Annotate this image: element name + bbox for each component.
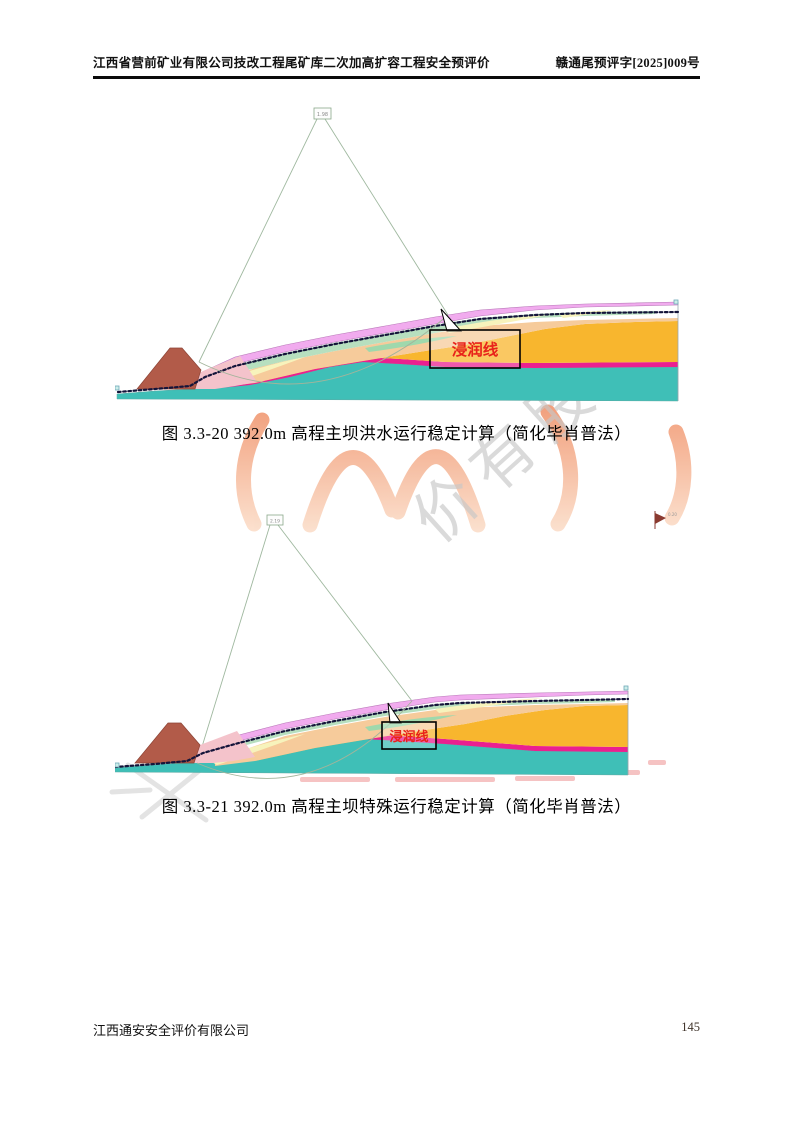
figure-caption-3-3-21: 图 3.3-21 392.0m 高程主坝特殊运行稳定计算（简化毕肖普法） (161, 797, 632, 816)
dam-cross-section-flood: 1.98 (115, 107, 680, 402)
right-edge-marker (623, 685, 629, 691)
peach-band (215, 703, 628, 766)
green-lens (365, 336, 457, 352)
safety-factor-value: 2.19 (270, 519, 280, 525)
figure-3-3-21: 2.19 0.20 (115, 505, 690, 805)
safety-factor-box (313, 107, 332, 120)
pale-yellow-lens-2 (445, 314, 553, 333)
slip-circle-arc (198, 314, 449, 385)
phreatic-label: 浸润线 (389, 729, 428, 744)
right-edge-marker (673, 299, 679, 305)
orange-tailings-body (255, 321, 678, 383)
peach-band (215, 318, 678, 388)
callout-arrow (440, 308, 463, 332)
header-doc-number: 赣通尾预评字[2025]009号 (555, 56, 700, 70)
brown-starter-dam (134, 722, 201, 764)
slip-radius-lines (196, 524, 413, 764)
slip-circle-arc (196, 700, 413, 779)
page-header: 江西省营前矿业有限公司技改工程尾矿库二次加高扩容工程安全预评价 赣通尾预评字[2… (93, 52, 700, 79)
header-title: 江西省营前矿业有限公司技改工程尾矿库二次加高扩容工程安全预评价 (93, 56, 490, 70)
phreatic-label: 浸润线 (452, 340, 499, 359)
figure-3-3-20: 1.98 (115, 105, 690, 405)
callout-arrow (387, 702, 402, 724)
left-edge-marker (115, 762, 120, 768)
phreatic-callout: 浸润线 (381, 702, 437, 750)
dam-layers (116, 301, 679, 402)
callout-box (429, 329, 521, 369)
brown-starter-dam (136, 347, 202, 390)
flag-label: 0.20 (668, 512, 677, 517)
callout-box (381, 721, 437, 750)
figure-caption-3-3-20: 图 3.3-20 392.0m 高程主坝洪水运行稳定计算（简化毕肖普法） (161, 424, 632, 443)
green-lens (365, 715, 457, 731)
left-edge-marker (115, 385, 120, 391)
green-band (205, 311, 655, 387)
footer-company: 江西通安安全评价有限公司 (93, 1023, 250, 1038)
page-number: 145 (681, 1020, 700, 1034)
north-flag-marker: 0.20 (654, 511, 677, 529)
dam-cross-section-special: 2.19 0.20 (115, 511, 677, 779)
safety-factor-value: 1.98 (317, 112, 328, 118)
phreatic-dotted-line (116, 310, 680, 394)
page-footer: 江西通安安全评价有限公司 145 (93, 1020, 700, 1039)
dam-layers (115, 690, 629, 776)
orange-tailings-body (255, 705, 628, 761)
phreatic-dotted-line (115, 697, 630, 769)
phreatic-callout: 浸润线 (429, 308, 521, 369)
slip-radius-lines (198, 118, 449, 363)
